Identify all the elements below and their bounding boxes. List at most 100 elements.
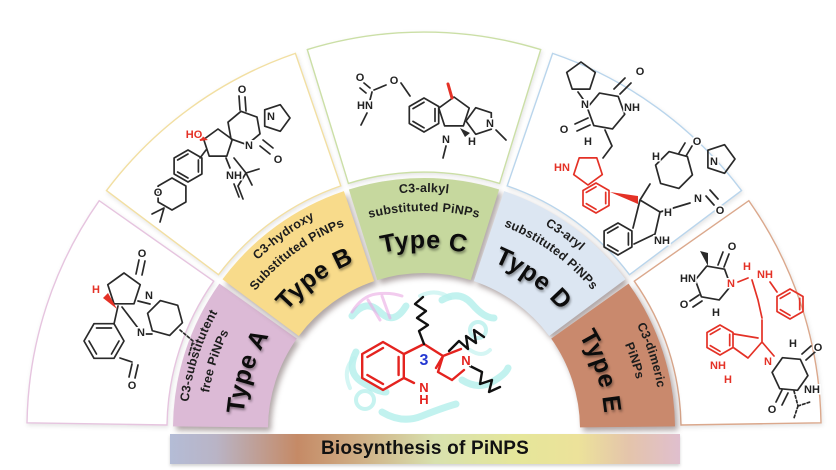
- atom-label: N: [245, 140, 253, 152]
- bond-lines: [151, 149, 231, 223]
- carbamate-bonds: [359, 82, 411, 126]
- atom-label: H: [724, 374, 732, 386]
- atom-label: N: [137, 327, 145, 339]
- atom-label: O: [238, 84, 247, 96]
- pyran-ring: [157, 177, 187, 211]
- label-type-c-ty: Type C: [378, 226, 470, 259]
- atom-label: NH: [654, 235, 670, 247]
- dkp-ring: [586, 92, 626, 130]
- molecule-type-c: O O HN N N H: [354, 71, 507, 159]
- stereo-wedge: [460, 128, 470, 137]
- wedge-type-b: [222, 191, 375, 336]
- molecule-type-b: HO O O O NH N N: [151, 83, 291, 223]
- atom-label: N: [727, 278, 735, 290]
- label-type-c-l1: C3-alkyl: [398, 181, 450, 196]
- substituent-squiggle-3: [468, 364, 502, 394]
- banner-label: Biosynthesis of PiNPS: [321, 438, 529, 459]
- atom-label: O: [636, 66, 645, 78]
- core-benzene-red: [361, 340, 405, 392]
- methyl-wedge: [700, 251, 708, 266]
- molecule-type-d: O NH O H N HN NH H H O N N O: [553, 61, 736, 256]
- c3-position-label: 3: [420, 352, 429, 369]
- stereo-wedge-red: [103, 293, 117, 309]
- label-type-c-l2: substituted PiNPs: [367, 200, 482, 221]
- biosynthesis-banner: Biosynthesis of PiNPS: [170, 434, 680, 464]
- atom-label: H: [468, 136, 476, 148]
- atom-label: N: [145, 290, 153, 302]
- atom-label: O: [274, 154, 283, 166]
- atom-label: N: [764, 356, 772, 368]
- indoline-benzene: [603, 222, 633, 256]
- atom-label: N: [694, 193, 702, 205]
- dkp-top-ring: [694, 265, 732, 301]
- wedge-type-e: [551, 283, 675, 428]
- proline2-ring: [707, 143, 736, 175]
- atom-label: H: [664, 207, 672, 219]
- atom-label: O: [716, 205, 725, 217]
- atom-label: O: [154, 187, 163, 199]
- atom-label: H: [92, 284, 100, 296]
- pyrrolidine-ring: [437, 96, 471, 127]
- atom-label: HN: [554, 162, 570, 174]
- isopropyl-bond: [793, 390, 811, 419]
- carbocycle-ring: [146, 299, 184, 337]
- atom-label: H: [712, 307, 720, 319]
- carbonyl-bottom: [128, 363, 139, 379]
- substituent-squiggle-2: [447, 328, 486, 353]
- atom-label: O: [390, 75, 399, 87]
- proline-ring: [263, 103, 291, 133]
- atom-label: NH: [804, 384, 820, 396]
- n-methyl-ring: [465, 106, 493, 136]
- core-nh-n-label: N: [419, 380, 428, 395]
- red-core-bonds: [733, 277, 778, 359]
- bond-lines: [113, 300, 153, 363]
- atom-label: NH: [757, 269, 773, 281]
- benzene-red-lower: [706, 324, 734, 356]
- atom-label: O: [680, 299, 689, 311]
- c3-methyl-red: [446, 82, 454, 100]
- benzene-ring: [173, 149, 203, 183]
- atom-label: NH: [624, 102, 640, 114]
- atom-label: O: [728, 241, 737, 253]
- atom-label: H: [584, 136, 592, 148]
- wedge-type-d: [473, 191, 626, 336]
- atom-label: O: [138, 248, 147, 260]
- prenyl-vinyl-bonds: [233, 157, 260, 200]
- atom-label: O: [768, 404, 777, 416]
- n-methyl-bonds: [442, 129, 507, 159]
- outer-wedge-type-a: [26, 199, 215, 426]
- outer-wedge-type-d: [506, 52, 743, 276]
- molecule-type-e: HN O O H N H NH NH H N H O NH O: [678, 240, 824, 419]
- core-nh-h-label: H: [419, 392, 428, 407]
- indole-pyrrole-red: [572, 157, 604, 186]
- atom-label: N: [267, 111, 275, 123]
- indole-benzene-red: [582, 182, 610, 214]
- hydroxy-wedge-red: [198, 133, 208, 141]
- atom-label: HN: [680, 273, 696, 285]
- atom-label: H: [652, 151, 660, 163]
- carbonyl-top: [135, 259, 146, 276]
- bond-lines: [577, 91, 691, 245]
- carbonyl-top: [238, 95, 247, 112]
- center-core: 3 N N H: [344, 290, 512, 423]
- atom-label: N: [486, 118, 494, 130]
- atom-label: N: [581, 99, 589, 111]
- atom-label: NH: [710, 360, 726, 372]
- core-ring-bonds: [402, 342, 466, 385]
- dkp2-ring: [654, 150, 694, 190]
- dkp-bottom-ring: [771, 356, 809, 392]
- molecule-type-a: H O O N N: [83, 247, 194, 394]
- ethyl-hash-bond: [179, 329, 194, 356]
- outer-wedge-type-c: [306, 31, 542, 185]
- benzene-ring: [408, 97, 440, 133]
- protein-ribbon-art: [344, 290, 512, 423]
- atom-label: O: [356, 72, 365, 84]
- wedge-type-c: [348, 178, 500, 281]
- atom-label: H: [743, 261, 751, 273]
- dkp-ring: [227, 110, 261, 146]
- core-n-label: N: [461, 353, 470, 368]
- atom-label: N: [710, 156, 718, 168]
- aryl-wedge-red: [610, 192, 638, 204]
